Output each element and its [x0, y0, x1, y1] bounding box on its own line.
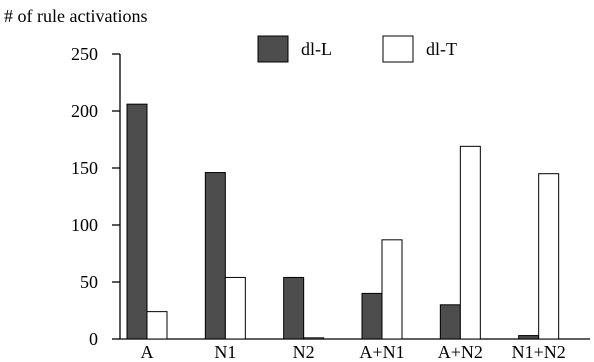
- bar-dl-T-N1+N2: [538, 173, 560, 340]
- legend-swatch-dl-T: [382, 35, 414, 63]
- legend-swatch-dl-L: [257, 35, 289, 63]
- bar-dl-L-A+N2: [439, 304, 461, 340]
- y-tick-labels: 0 50 100 150 200 250: [71, 44, 98, 349]
- bars: [126, 103, 560, 340]
- x-tick-labels: A N1 N2 A+N1 A+N2 N1+N2: [141, 342, 566, 362]
- legend-label: dl-T: [426, 39, 457, 59]
- bar-dl-T-N2: [303, 337, 325, 340]
- y-axis-label: # of rule activations: [4, 6, 147, 26]
- bar-dl-T-A: [146, 311, 168, 340]
- axes: [112, 53, 590, 340]
- bar-dl-L-A: [126, 103, 148, 340]
- bar-dl-L-N1+N2: [518, 335, 540, 340]
- bar-dl-T-A+N1: [381, 239, 403, 340]
- bar-dl-L-N1: [204, 172, 226, 340]
- bar-dl-T-N1: [224, 276, 246, 340]
- x-tick-label: N1+N2: [512, 342, 566, 362]
- y-tick-label: 150: [71, 158, 98, 178]
- x-tick-label: A: [141, 342, 154, 362]
- y-tick-label: 100: [71, 215, 98, 235]
- y-tick-label: 250: [71, 44, 98, 64]
- bar-dl-L-N2: [283, 276, 305, 340]
- x-tick-label: A+N1: [359, 342, 404, 362]
- legend-label: dl-L: [301, 39, 332, 59]
- legend: dl-L dl-T: [257, 35, 457, 63]
- x-tick-label: N1: [214, 342, 236, 362]
- x-tick-label: A+N2: [438, 342, 483, 362]
- y-tick-label: 200: [71, 101, 98, 121]
- y-tick-label: 0: [89, 329, 98, 349]
- bar-dl-T-A+N2: [459, 145, 481, 340]
- x-tick-label: N2: [293, 342, 315, 362]
- y-tick-label: 50: [80, 272, 98, 292]
- bar-dl-L-A+N1: [361, 292, 383, 340]
